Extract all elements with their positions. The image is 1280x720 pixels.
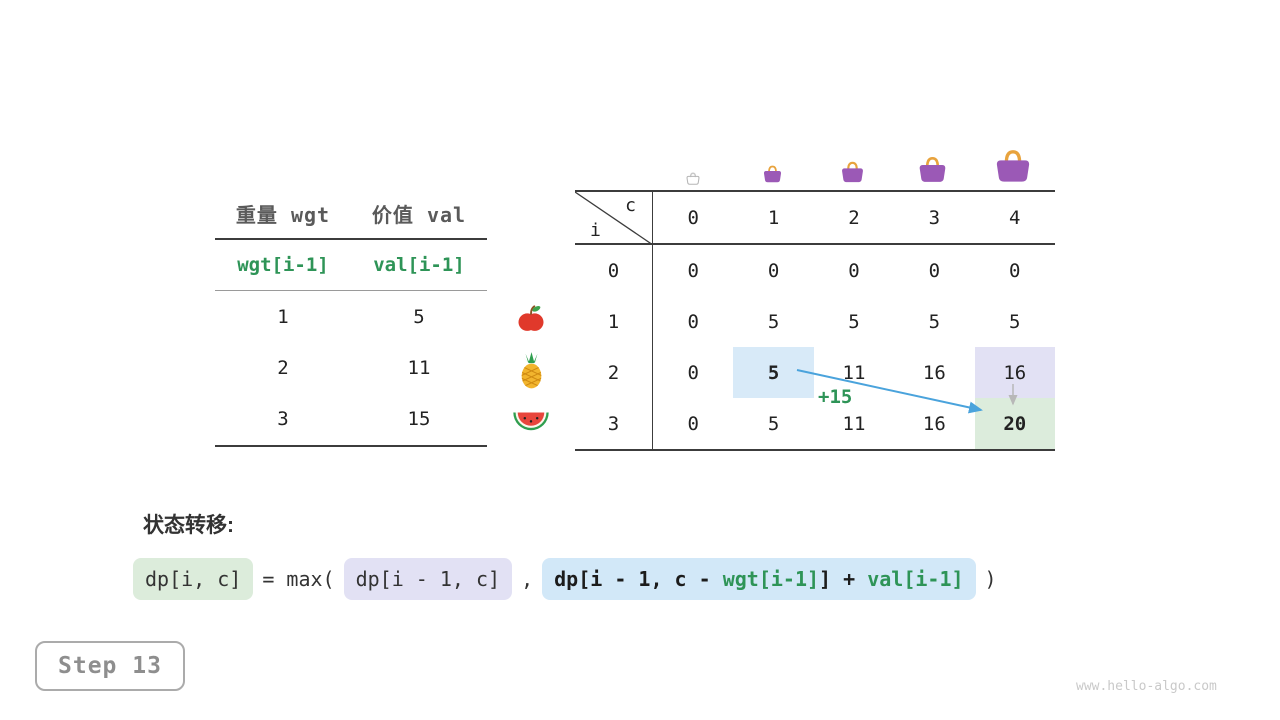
item-weight: 1 (277, 305, 289, 328)
dp-cell: 5 (767, 412, 780, 435)
formula-cell-wgt: wgt[i-1] (215, 240, 351, 291)
dp-cell: 0 (687, 412, 699, 435)
dp-row-header: 0 (575, 245, 653, 296)
dp-col-header: 1 (733, 192, 814, 245)
dp-cell: 0 (928, 259, 941, 282)
formula-arg2-wgt: wgt[i-1] (722, 567, 820, 591)
formula-arg2: dp[i - 1, c - wgt[i-1]] + val[i-1] (542, 558, 976, 600)
dp-cell-result-highlight: 20 (974, 398, 1055, 449)
dp-col-header: 2 (813, 192, 895, 245)
dp-cell: 11 (842, 412, 866, 435)
transition-value-label: +15 (818, 386, 853, 408)
formula-arg2-prefix: dp[i - 1, c - (554, 567, 723, 591)
bag-icon-capacity-4 (993, 149, 1033, 187)
column-header-value: 价值 val (351, 188, 487, 240)
dp-row-header: 2 (575, 347, 653, 398)
dp-cell: 5 (848, 310, 860, 333)
dp-cell-compare-highlight: 16 (974, 347, 1055, 398)
apple-icon (516, 302, 546, 338)
dp-cell: 0 (687, 361, 699, 384)
formula-arg2-val: val[i-1] (867, 567, 964, 591)
item-value: 11 (407, 356, 431, 379)
formula-closing: ) (984, 567, 997, 591)
bag-icon-capacity-0 (686, 170, 700, 189)
corner-row-label: i (590, 220, 601, 241)
dp-cell: 5 (928, 310, 941, 333)
bag-icon-capacity-3 (917, 156, 948, 187)
watermark: www.hello-algo.com (1076, 679, 1217, 694)
formula-arg1: dp[i - 1, c] (343, 558, 513, 600)
item-weight: 3 (277, 408, 289, 430)
column-header-weight: 重量 wgt (215, 188, 351, 240)
item-weight: 2 (277, 356, 289, 379)
dp-col-header: 4 (974, 192, 1055, 245)
state-transition-formula: dp[i, c] = max( dp[i - 1, c] , dp[i - 1,… (133, 558, 997, 600)
dp-col-header: 3 (894, 192, 975, 245)
watermelon-icon (512, 409, 550, 436)
items-table: 重量 wgt 价值 val wgt[i-1] val[i-1] 1 5 2 11… (215, 188, 487, 447)
formula-cell-val: val[i-1] (351, 240, 487, 291)
dp-cell: 0 (848, 259, 860, 282)
dp-cell: 5 (1009, 310, 1021, 333)
dp-cell: 16 (922, 412, 946, 435)
pineapple-icon (517, 349, 546, 395)
dp-cell-source-highlight: 5 (733, 347, 814, 398)
dp-cell: 16 (922, 361, 946, 384)
formula-lhs: dp[i, c] (133, 558, 254, 600)
item-value: 15 (407, 408, 431, 430)
formula-operator: = max( (262, 567, 335, 591)
dp-row-header: 3 (575, 398, 653, 449)
dp-corner-cell: c i (575, 192, 653, 245)
formula-arg2-mid: ] + (819, 567, 868, 591)
dp-cell: 0 (1009, 259, 1021, 282)
step-label: Step 13 (58, 653, 162, 679)
bag-icon-capacity-2 (840, 161, 865, 187)
dp-cell: 0 (687, 310, 699, 333)
dp-row-header: 1 (575, 296, 653, 347)
corner-col-label: c (625, 195, 636, 216)
item-value: 5 (413, 305, 425, 328)
state-transition-label: 状态转移: (143, 514, 234, 537)
dp-cell: 5 (767, 310, 780, 333)
bag-icon-capacity-1 (762, 165, 783, 187)
dp-cell: 0 (767, 259, 780, 282)
dp-cell: 0 (687, 259, 699, 282)
dp-table: c i 0 1 2 3 4 0 0 0 0 0 0 1 0 5 5 5 5 2 … (575, 190, 1055, 451)
step-indicator: Step 13 (35, 641, 185, 691)
formula-separator: , (521, 567, 534, 591)
dp-col-header: 0 (653, 192, 734, 245)
